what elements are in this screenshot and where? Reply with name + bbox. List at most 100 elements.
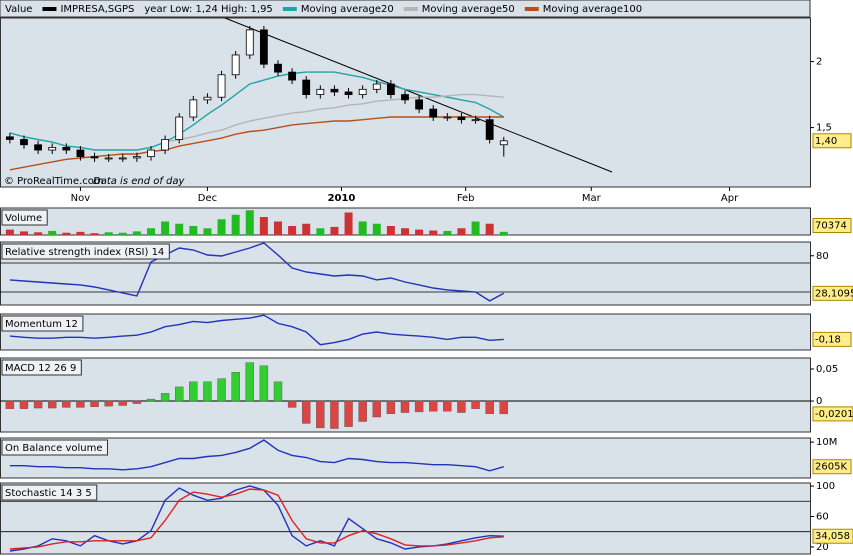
macd-bar [386, 400, 396, 415]
volume-bar [34, 232, 43, 235]
candle-body [20, 139, 28, 146]
macd-bar [118, 400, 127, 406]
volume-bar [62, 232, 71, 235]
candle-body [401, 94, 409, 101]
macd-bar [33, 400, 43, 409]
panel-title-box [1, 243, 170, 260]
legend-label: Value [5, 4, 32, 15]
last-value-box [812, 528, 853, 544]
volume-bar [5, 229, 14, 235]
macd-bar [132, 400, 142, 404]
candle-body [48, 146, 57, 151]
panel [0, 437, 811, 479]
candle-body [443, 116, 452, 119]
indicator-line [9, 439, 504, 472]
macd-bar [287, 400, 297, 408]
candle-body [485, 119, 494, 140]
candle-body [217, 74, 226, 98]
volume-bar [415, 229, 424, 235]
last-value-label: 34,058 [815, 531, 850, 542]
volume-bar [401, 228, 409, 235]
macd-bar [19, 400, 29, 409]
macd-bar [259, 365, 269, 402]
volume-bar [302, 223, 311, 235]
panel [0, 357, 811, 433]
macd-bar [499, 400, 508, 415]
candle-body [457, 116, 466, 121]
macd-bar [316, 400, 325, 429]
macd-bar [245, 362, 254, 402]
moving-average [164, 93, 504, 143]
volume-bar [189, 226, 198, 235]
candle-body [429, 108, 438, 118]
panel-title: Momentum 12 [5, 319, 78, 330]
candle-body [344, 91, 353, 95]
volume-bar [217, 219, 226, 235]
legend-entry: Moving average20 [301, 4, 394, 15]
panel-title-box [1, 439, 108, 456]
macd-bar [330, 400, 339, 429]
macd-bar [76, 400, 85, 408]
note: Data is end of day [93, 176, 186, 187]
macd-bar [48, 400, 57, 409]
volume-bar [118, 232, 127, 235]
x-tick-label: Mar [582, 193, 602, 204]
volume-bar [245, 210, 254, 235]
last-value-box [812, 218, 852, 233]
macd-bar [160, 393, 170, 402]
macd-bar [414, 400, 424, 413]
volume-bar [386, 226, 395, 235]
volume-bar [259, 217, 268, 235]
volume-bar [429, 230, 438, 235]
volume-bar [132, 231, 141, 235]
volume-bar [90, 233, 99, 235]
legend-range: year Low: 1,24 High: 1,95 [144, 4, 272, 15]
candle-body [104, 157, 113, 160]
candle-body [274, 63, 282, 73]
y-tick-label: 0,05 [816, 364, 838, 375]
macd-bar [358, 400, 367, 422]
macd-bar [146, 398, 156, 402]
volume-bar [19, 231, 28, 235]
y-tick-label: 0 [816, 396, 822, 407]
macd-bar [400, 400, 410, 413]
volume-bar [175, 223, 184, 235]
candle-body [62, 146, 71, 151]
candle-body [175, 116, 184, 140]
candle-body [259, 29, 268, 65]
last-value-label: 2605K [815, 462, 847, 473]
candle-body [5, 136, 14, 140]
last-value-box [812, 331, 852, 347]
candle-body [147, 149, 155, 158]
candle-body [372, 83, 381, 90]
legend-swatch [524, 7, 539, 11]
last-value-label: 28,1095 [815, 288, 853, 299]
volume-bar [76, 231, 85, 235]
panel [0, 482, 811, 555]
y-tick-label: 100 [816, 481, 835, 492]
macd-bar [471, 400, 480, 409]
y-tick-label: 10M [816, 437, 837, 448]
volume-bar [471, 221, 480, 235]
macd-bar [457, 400, 466, 413]
moving-average [9, 71, 505, 151]
candle-body [231, 54, 240, 76]
legend-swatch [282, 7, 297, 11]
volume-bar [358, 221, 367, 235]
macd-bar [485, 400, 494, 415]
macd-bar [189, 381, 198, 402]
macd-bar [90, 400, 99, 407]
volume-bar [443, 230, 452, 235]
macd-bar [104, 400, 113, 407]
y-tick-label: 2 [816, 57, 822, 68]
last-value-box [812, 133, 852, 149]
panel-title-box [1, 359, 82, 376]
macd-bar [302, 400, 311, 424]
candle-body [386, 83, 395, 95]
volume-bar [372, 223, 381, 235]
macd-bar [62, 400, 71, 408]
volume-bar [316, 228, 325, 235]
candle-body [471, 119, 480, 122]
